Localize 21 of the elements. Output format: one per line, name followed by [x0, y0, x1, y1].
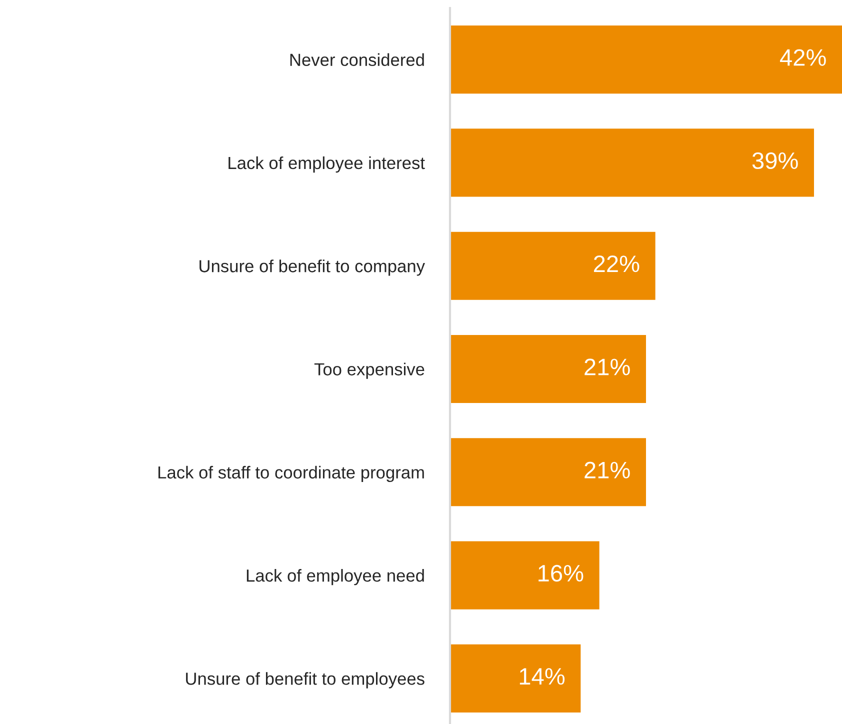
data-label: 21%: [584, 358, 630, 376]
bar: [450, 438, 646, 506]
bar: [450, 232, 656, 300]
y-tick-label: Lack of employee interest: [228, 156, 425, 173]
y-tick-label: Lack of staff to coordinate program: [158, 466, 424, 482]
data-label: 16%: [538, 564, 584, 582]
data-label: 14%: [520, 668, 565, 685]
bar: [450, 541, 600, 610]
y-tick-label: Too expensive: [314, 362, 424, 379]
data-label: 39%: [752, 152, 798, 170]
y-tick-label: Lack of employee need: [246, 568, 424, 586]
y-tick-label: Never considered: [290, 53, 424, 66]
bar: [450, 644, 581, 712]
bar: [450, 334, 646, 404]
data-label: 42%: [780, 49, 826, 66]
data-label: 21%: [584, 462, 630, 478]
bar: [450, 26, 842, 94]
y-tick-label: Unsure of benefit to employees: [186, 672, 424, 688]
data-label: 22%: [594, 255, 640, 272]
bar: [450, 128, 814, 197]
y-tick-label: Unsure of benefit to company: [200, 260, 425, 276]
